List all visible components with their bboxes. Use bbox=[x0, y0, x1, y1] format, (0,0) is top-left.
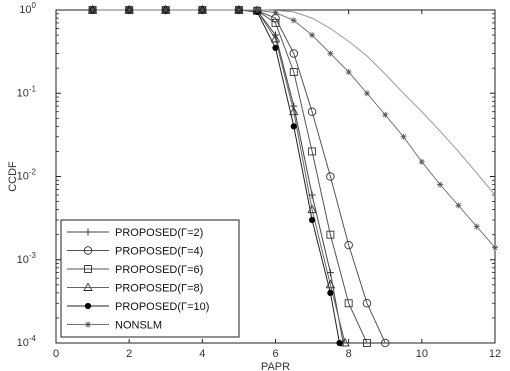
legend: PROPOSED(Γ=2) PROPOSED(Γ=4) PROPOSED(Γ=6) P… bbox=[60, 219, 240, 338]
marker-star bbox=[309, 32, 316, 39]
marker-dot bbox=[84, 302, 92, 310]
y-tick-label: 100 bbox=[19, 1, 36, 16]
marker-square bbox=[363, 339, 371, 347]
marker-circle bbox=[362, 299, 372, 308]
marker-triangle bbox=[325, 279, 336, 289]
marker-star bbox=[162, 7, 169, 13]
marker-square bbox=[84, 265, 92, 273]
x-tick-label: 10 bbox=[416, 348, 428, 360]
legend-label: PROPOSED(Γ=4) bbox=[115, 246, 203, 258]
marker-dot bbox=[336, 339, 343, 347]
marker-square bbox=[344, 299, 353, 308]
marker-triangle bbox=[270, 33, 281, 43]
legend-label: PROPOSED(Γ=10) bbox=[115, 301, 209, 313]
x-axis-label: PAPR bbox=[261, 361, 290, 371]
marker-star bbox=[492, 244, 498, 251]
marker-star bbox=[290, 17, 297, 24]
marker-triangle bbox=[307, 204, 317, 214]
marker-star bbox=[85, 321, 91, 328]
marker-square bbox=[308, 147, 317, 156]
marker-star bbox=[89, 7, 96, 13]
marker-plus bbox=[290, 102, 298, 110]
marker-dot bbox=[290, 123, 297, 130]
marker-star bbox=[418, 158, 425, 165]
y-tick-label: 10-2 bbox=[17, 168, 37, 183]
marker-circle bbox=[307, 107, 317, 116]
marker-circle bbox=[289, 49, 299, 58]
marker-star bbox=[272, 9, 279, 16]
x-tick-label: 6 bbox=[272, 348, 278, 360]
marker-star bbox=[363, 90, 370, 97]
marker-square bbox=[289, 68, 298, 76]
tick-group: 0 2 4 6 8 10 12 100 10-1 10-2 10-3 10-4 bbox=[17, 1, 502, 360]
legend-box bbox=[60, 219, 240, 338]
y-axis-label: CCDF bbox=[7, 161, 19, 192]
marker-star bbox=[345, 68, 352, 75]
x-tick-label: 2 bbox=[126, 348, 132, 360]
marker-star bbox=[382, 111, 389, 118]
marker-circle bbox=[83, 246, 93, 255]
marker-dot bbox=[308, 216, 316, 224]
marker-star bbox=[235, 7, 242, 13]
x-tick-label: 4 bbox=[199, 348, 205, 360]
marker-dot bbox=[272, 44, 279, 52]
legend-label: PROPOSED(Γ=8) bbox=[115, 283, 203, 295]
marker-circle bbox=[326, 172, 335, 181]
marker-square bbox=[271, 18, 280, 27]
x-tick-label: 8 bbox=[346, 348, 352, 360]
y-tick-label: 10-3 bbox=[17, 251, 37, 266]
legend-label: PROPOSED(Γ=6) bbox=[115, 264, 203, 276]
y-tick-label: 10-1 bbox=[17, 84, 37, 99]
marker-star bbox=[199, 7, 206, 13]
marker-circle bbox=[381, 338, 390, 348]
x-tick-label: 0 bbox=[53, 348, 59, 360]
marker-plus bbox=[326, 269, 334, 277]
marker-star bbox=[437, 181, 444, 188]
legend-label: NONSLM bbox=[115, 320, 162, 332]
series-line-6 bbox=[238, 9, 496, 196]
marker-star bbox=[400, 133, 407, 140]
legend-label: PROPOSED(Γ=2) bbox=[115, 227, 203, 239]
marker-star bbox=[327, 50, 334, 57]
marker-triangle bbox=[83, 282, 93, 291]
marker-square bbox=[326, 230, 335, 239]
marker-star bbox=[473, 223, 480, 230]
marker-star bbox=[126, 7, 133, 13]
marker-triangle bbox=[340, 337, 350, 347]
marker-plus bbox=[84, 228, 92, 236]
series-markers bbox=[87, 4, 498, 348]
marker-circle bbox=[344, 240, 353, 250]
marker-dot bbox=[327, 289, 334, 296]
x-tick-label: 12 bbox=[489, 348, 501, 360]
marker-plus bbox=[308, 191, 316, 199]
marker-star bbox=[455, 202, 462, 209]
marker-star bbox=[254, 7, 261, 14]
marker-triangle bbox=[289, 106, 299, 116]
y-tick-label: 10-4 bbox=[17, 334, 37, 349]
